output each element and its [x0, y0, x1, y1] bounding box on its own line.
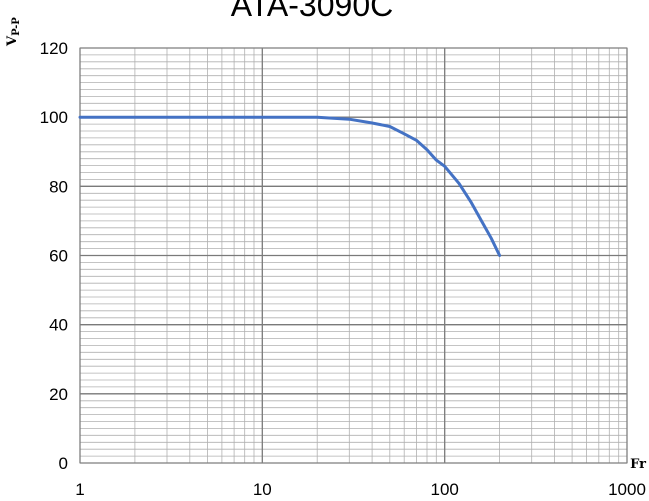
series-layer — [78, 115, 502, 257]
x-tick-label: 100 — [431, 480, 459, 499]
plot-area-border — [79, 47, 628, 464]
x-tick-label: 10 — [253, 480, 272, 499]
y-tick-labels: 0 20 40 60 80 100 120 — [40, 39, 68, 473]
x-axis-label: Fr — [630, 457, 646, 472]
y-tick-label: 60 — [49, 247, 68, 266]
chart-title: ATA-3090C — [231, 0, 393, 23]
y-tick-label: 80 — [49, 177, 68, 196]
y-tick-label: 100 — [40, 108, 68, 127]
x-tick-labels: 1 10 100 1000 — [75, 480, 646, 499]
y-axis-label: VP-P — [5, 17, 22, 47]
y-axis-label-sub: P-P — [11, 17, 22, 36]
series-line — [78, 115, 502, 257]
y-tick-label: 120 — [40, 39, 68, 58]
x-tick-label: 1 — [75, 480, 84, 499]
y-tick-label: 40 — [49, 316, 68, 335]
x-tick-label: 1000 — [608, 480, 646, 499]
y-tick-label: 20 — [49, 385, 68, 404]
y-tick-label: 0 — [59, 454, 68, 473]
